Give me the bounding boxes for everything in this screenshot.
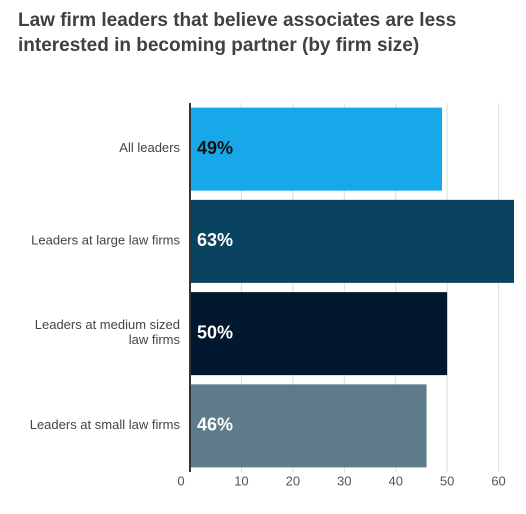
- category-label: Leaders at small law firms: [30, 417, 181, 432]
- x-tick-label: 10: [234, 473, 248, 488]
- category-label-line: Leaders at small law firms: [30, 417, 181, 432]
- category-label-line: Leaders at medium sized: [35, 318, 180, 333]
- data-label: 50%: [197, 322, 233, 342]
- chart-title: Law firm leaders that believe associates…: [18, 10, 457, 56]
- data-labels: 49% 63% 50% 46%: [197, 138, 233, 435]
- bar: [190, 292, 448, 376]
- category-labels: All leaders Leaders at large law firms Lea…: [30, 141, 181, 433]
- bar: [190, 384, 427, 468]
- category-label-line: law firms: [129, 333, 181, 348]
- x-tick-label: 0: [177, 473, 184, 488]
- category-label: All leaders: [119, 141, 180, 156]
- data-label: 46%: [197, 415, 233, 435]
- category-label: Leaders at large law firms: [31, 233, 180, 248]
- data-label: 49%: [197, 138, 233, 158]
- category-label-line: Leaders at large law firms: [31, 233, 180, 248]
- x-tick-label: 50: [440, 473, 454, 488]
- bar: [190, 199, 514, 283]
- x-axis-tick-labels: 0 10 20 30 40 50 60: [177, 473, 505, 488]
- x-tick-label: 60: [491, 473, 505, 488]
- x-tick-label: 20: [286, 473, 300, 488]
- category-label: Leaders at medium sized law firms: [35, 318, 181, 348]
- x-tick-label: 30: [337, 473, 351, 488]
- bar: [190, 107, 442, 191]
- x-tick-label: 40: [388, 473, 402, 488]
- bars: [190, 107, 514, 468]
- data-label: 63%: [197, 230, 233, 250]
- category-label-line: All leaders: [119, 141, 180, 156]
